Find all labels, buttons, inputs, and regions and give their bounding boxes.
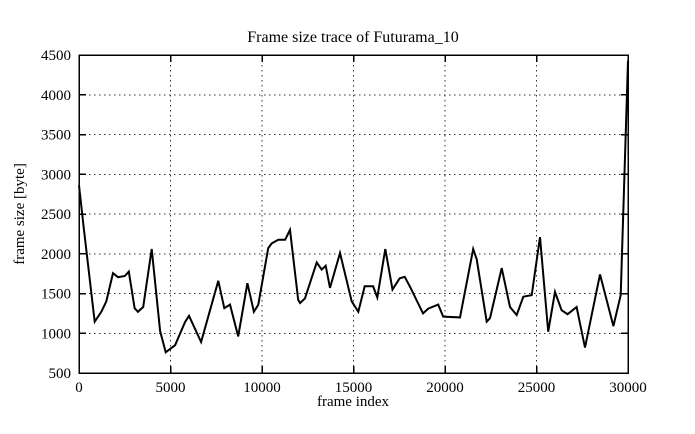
- y-tick-label: 3000: [41, 167, 71, 183]
- y-tick-label: 4500: [41, 48, 71, 64]
- plot-border: [78, 54, 629, 374]
- x-tick-label: 25000: [518, 380, 556, 396]
- y-axis-label: frame size [byte]: [12, 163, 28, 265]
- x-axis-label: frame index: [317, 394, 390, 410]
- y-tick-labels: 500 1000 1500 2000 2500 3000 3500 4000 4500: [41, 48, 71, 382]
- x-tick-label: 10000: [243, 380, 281, 396]
- y-tick-label: 4000: [41, 88, 71, 104]
- x-tick-label: 30000: [609, 380, 647, 396]
- y-tick-label: 1000: [41, 326, 71, 342]
- x-tick-labels: 0 5000 10000 15000 20000 25000 30000: [75, 380, 647, 396]
- x-tick-label: 15000: [335, 380, 373, 396]
- data-line: [78, 60, 629, 354]
- y-tick-label: 1500: [41, 287, 71, 303]
- y-tick-label: 2500: [41, 207, 71, 223]
- y-tick-label: 3500: [41, 128, 71, 144]
- x-tick-label: 0: [75, 380, 83, 396]
- y-tick-label: 2000: [41, 247, 71, 263]
- x-tick-label: 20000: [426, 380, 464, 396]
- gridlines: [79, 55, 628, 373]
- y-tick-label: 500: [49, 366, 72, 382]
- x-tick-label: 5000: [156, 380, 186, 396]
- chart-title: Frame size trace of Futurama_10: [247, 29, 458, 46]
